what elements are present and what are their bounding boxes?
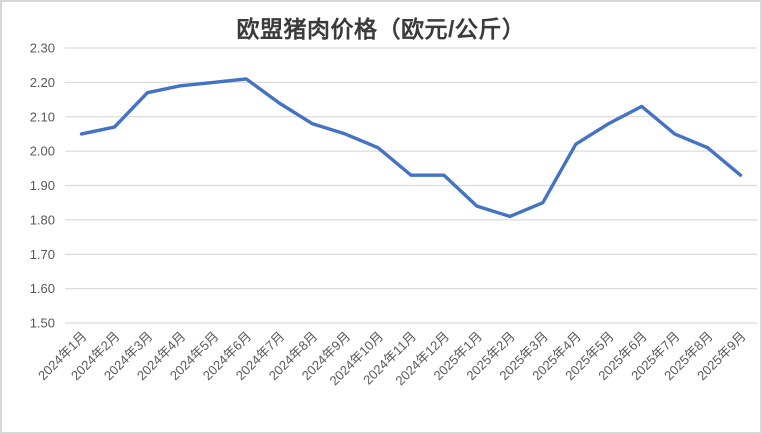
y-axis-tick-label: 1.70 <box>30 247 55 262</box>
price-line <box>79 77 743 219</box>
y-axis-tick-label: 1.90 <box>30 178 55 193</box>
y-axis-tick-label: 1.80 <box>30 212 55 227</box>
y-axis-tick-label: 1.60 <box>30 281 55 296</box>
y-axis-tick-label: 2.00 <box>30 144 55 159</box>
y-axis-tick-label: 2.30 <box>30 41 55 56</box>
chart-title: 欧盟猪肉价格（欧元/公斤） <box>236 16 526 42</box>
y-axis-tick-label: 1.50 <box>30 316 55 331</box>
y-axis-tick-label: 2.20 <box>30 75 55 90</box>
y-axis-tick-label: 2.10 <box>30 109 55 124</box>
